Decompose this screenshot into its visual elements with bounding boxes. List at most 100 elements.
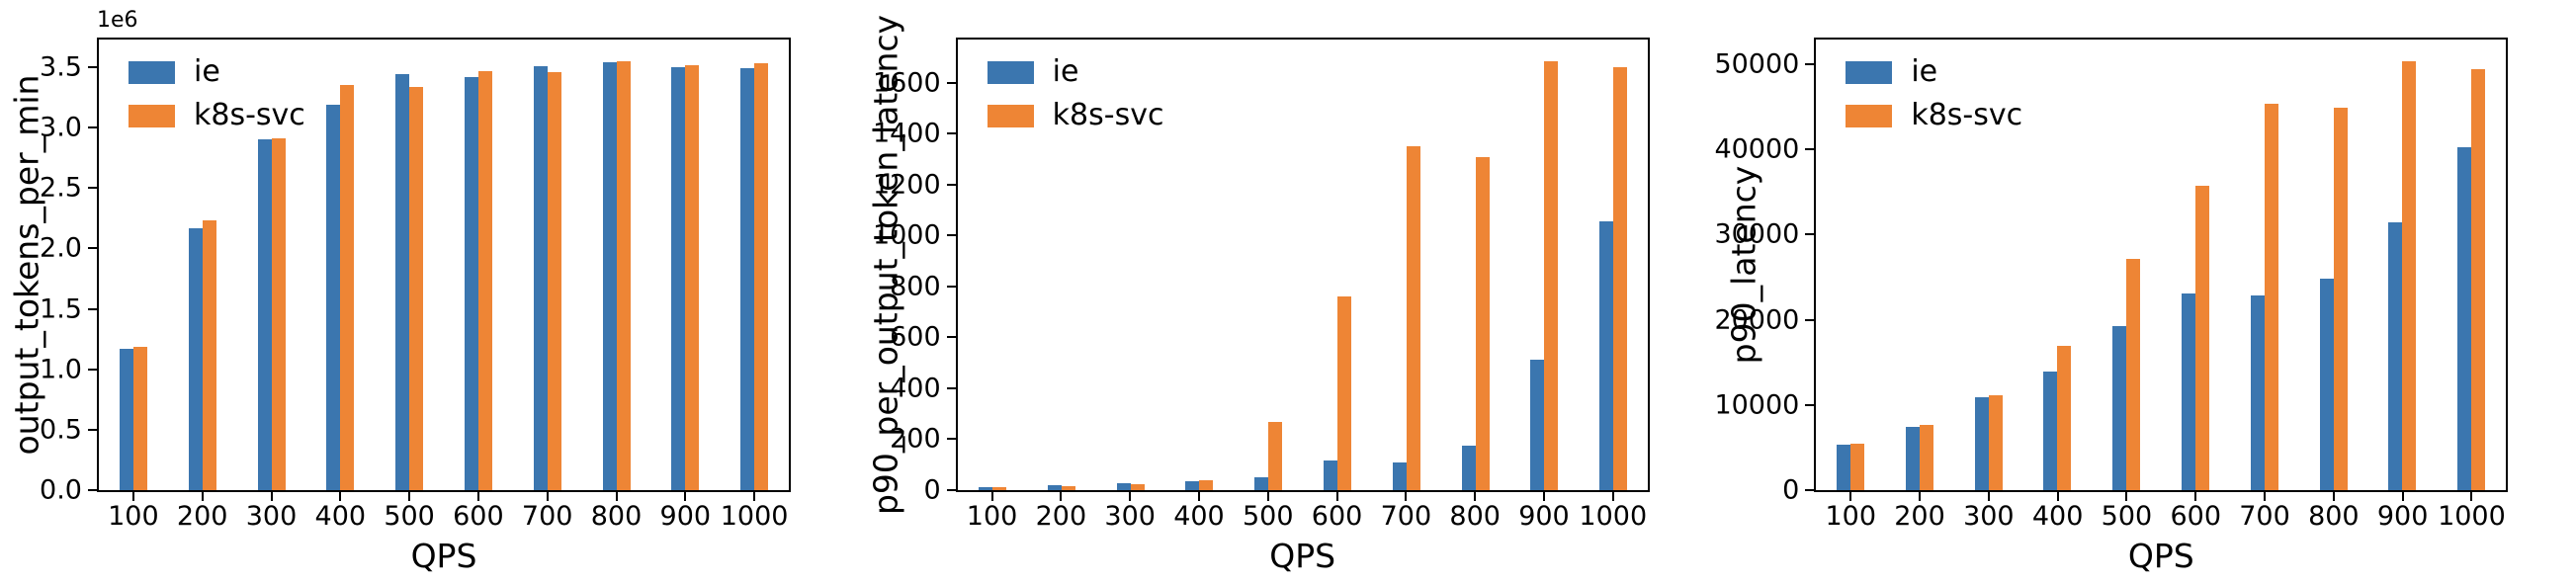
- x-tick-label: 500: [2101, 501, 2153, 532]
- bar-k8s-svc-500: [409, 87, 423, 490]
- bar-ie-700: [534, 66, 548, 490]
- y-tick-label: 1400: [872, 118, 941, 149]
- x-tick-mark: [1987, 492, 1990, 501]
- y-tick-label: 600: [890, 321, 941, 353]
- x-tick-label: 300: [1104, 501, 1156, 532]
- x-tick-label: 900: [2376, 501, 2429, 532]
- x-tick-mark: [2470, 492, 2473, 501]
- bar-ie-900: [1529, 360, 1544, 490]
- bar-ie-500: [395, 74, 409, 490]
- x-tick-mark: [753, 492, 756, 501]
- y-tick-label: 0: [923, 474, 941, 506]
- legend-swatch-ie: [1846, 60, 1893, 84]
- y-tick-mark: [88, 428, 97, 431]
- x-tick-label: 1000: [2438, 501, 2506, 532]
- y-tick-mark: [1805, 62, 1815, 65]
- x-tick-mark: [615, 492, 618, 501]
- bar-ie-700: [1392, 462, 1407, 490]
- x-tick-mark: [270, 492, 273, 501]
- x-tick-mark: [1405, 492, 1408, 501]
- legend-label: k8s-svc: [194, 98, 305, 132]
- bar-k8s-svc-100: [991, 487, 1006, 490]
- x-tick-mark: [1474, 492, 1477, 501]
- x-tick-label: 200: [1035, 501, 1087, 532]
- x-tick-label: 300: [245, 501, 298, 532]
- bar-ie-800: [603, 62, 617, 490]
- x-tick-mark: [1611, 492, 1614, 501]
- bar-k8s-svc-200: [1920, 425, 1934, 490]
- x-tick-label: 100: [1825, 501, 1877, 532]
- bar-k8s-svc-400: [340, 85, 354, 490]
- x-tick-mark: [2332, 492, 2335, 501]
- bar-ie-300: [1975, 397, 1990, 490]
- bar-k8s-svc-500: [1267, 422, 1282, 490]
- bar-ie-700: [2251, 295, 2266, 490]
- bar-ie-400: [2043, 372, 2058, 490]
- y-tick-mark: [946, 489, 956, 491]
- x-tick-label: 700: [2239, 501, 2290, 532]
- bar-ie-500: [1253, 477, 1268, 490]
- legend: ie k8s-svc: [129, 57, 305, 144]
- x-tick-label: 800: [590, 501, 643, 532]
- bar-k8s-svc-200: [1061, 486, 1075, 490]
- plot-area: 0.0 0.5 1.0 1.5 2.0 2.5 3.0 3.5 100 200 300 400 500 6…: [40, 38, 791, 530]
- x-tick-label: 1000: [1579, 501, 1648, 532]
- y-tick-label: 200: [890, 423, 941, 455]
- y-tick-mark: [946, 438, 956, 441]
- bar-k8s-svc-800: [2334, 108, 2349, 490]
- x-tick-label: 100: [966, 501, 1018, 532]
- x-tick-mark: [131, 492, 134, 501]
- x-tick-label: 100: [108, 501, 159, 532]
- y-tick-label: 1.0: [40, 354, 82, 385]
- legend-label: ie: [1052, 54, 1079, 89]
- legend-swatch-k8s-svc: [987, 104, 1034, 127]
- x-tick-label: 600: [1311, 501, 1363, 532]
- bar-k8s-svc-900: [1543, 61, 1558, 490]
- y-tick-mark: [88, 126, 97, 129]
- legend: ie k8s-svc: [987, 54, 1163, 144]
- y-tick-mark: [1805, 233, 1815, 236]
- x-tick-label: 900: [659, 501, 712, 532]
- y-tick-label: 20000: [1714, 304, 1800, 336]
- plot-area: 0 10000 20000 30000 40000 50000 100 200 300 400 50…: [1714, 38, 2509, 530]
- chart-p90-latency: p90_latency 0 10000 20000 30000 40000 50000 10…: [1714, 0, 2576, 585]
- x-tick-label: 500: [1242, 501, 1294, 532]
- bar-ie-500: [2112, 326, 2127, 490]
- bar-k8s-svc-400: [2057, 346, 2072, 490]
- x-tick-mark: [1542, 492, 1545, 501]
- y-tick-label: 1600: [872, 67, 941, 99]
- chart-output-tokens-per-min: 1e6 output_tokens_per_min 0.0 0.5 1.0 1.5 2.…: [0, 0, 859, 585]
- legend-label: ie: [1911, 54, 1938, 89]
- x-tick-label: 400: [2031, 501, 2084, 532]
- bar-ie-800: [1461, 446, 1476, 490]
- y-tick-mark: [946, 183, 956, 186]
- x-tick-label: 200: [1894, 501, 1945, 532]
- bar-ie-100: [1837, 445, 1851, 490]
- bar-k8s-svc-300: [1989, 395, 2004, 490]
- x-tick-label: 200: [176, 501, 228, 532]
- x-tick-mark: [2056, 492, 2059, 501]
- bar-k8s-svc-1000: [1612, 67, 1627, 490]
- y-tick-label: 3.5: [40, 51, 82, 83]
- y-tick-label: 400: [890, 373, 941, 404]
- y-tick-mark: [1805, 318, 1815, 321]
- plot-area: 0 200 400 600 800 1000 1200 1400 1600 100 200 300 40…: [873, 38, 1650, 530]
- x-tick-mark: [476, 492, 479, 501]
- bar-ie-300: [1116, 483, 1131, 490]
- bar-ie-600: [2182, 293, 2196, 490]
- axis-offset-text: 1e6: [97, 8, 138, 33]
- y-tick-mark: [946, 285, 956, 288]
- x-tick-label: 600: [2170, 501, 2222, 532]
- bar-ie-100: [120, 349, 133, 490]
- legend-item-ie: ie: [129, 57, 305, 87]
- x-axis-label: QPS: [1269, 537, 1336, 575]
- bar-k8s-svc-500: [2126, 259, 2141, 490]
- legend-swatch-ie: [987, 60, 1034, 84]
- y-tick-label: 1200: [872, 169, 941, 201]
- bar-k8s-svc-200: [203, 220, 216, 490]
- x-tick-mark: [1129, 492, 1132, 501]
- x-tick-label: 700: [521, 501, 573, 532]
- y-tick-mark: [88, 368, 97, 371]
- legend-swatch-ie: [129, 60, 175, 84]
- bar-ie-600: [1323, 460, 1337, 490]
